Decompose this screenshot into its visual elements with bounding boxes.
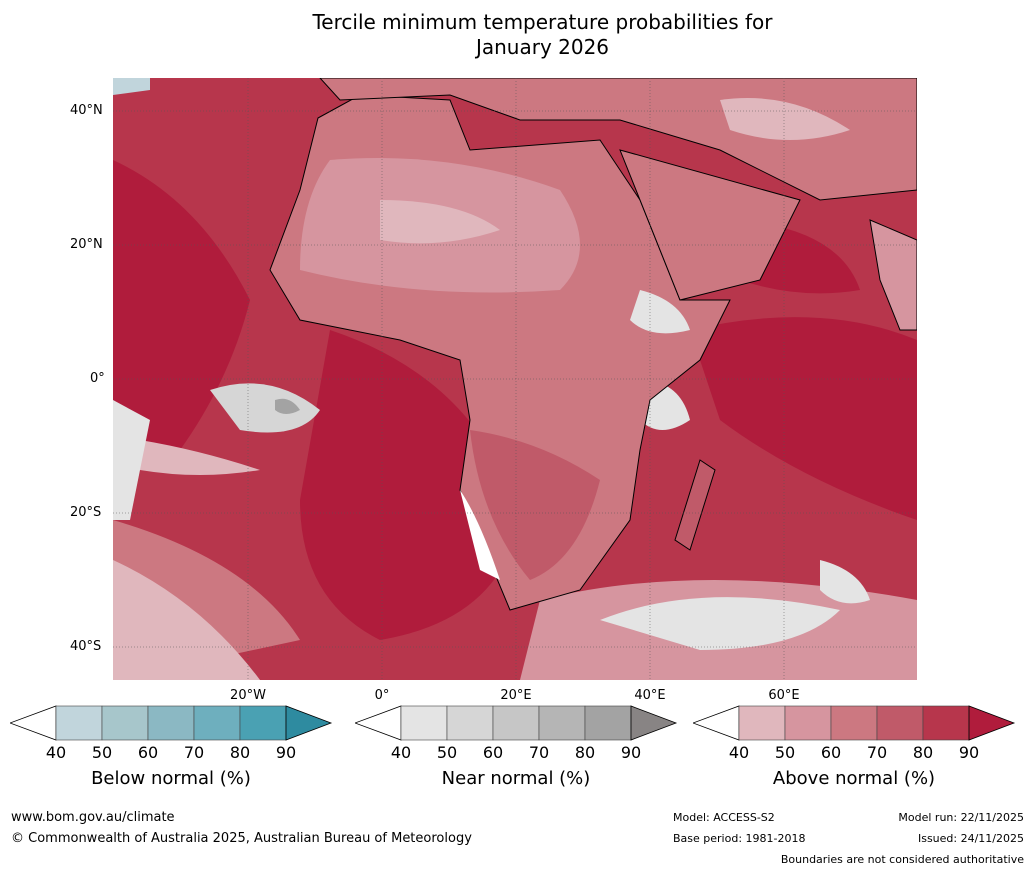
colorbar-tick: 90 bbox=[275, 743, 297, 762]
colorbar-tick: 40 bbox=[390, 743, 412, 762]
colorbar-segment bbox=[400, 705, 448, 741]
lat-label: 40°N bbox=[70, 103, 103, 118]
lat-label: 40°S bbox=[70, 639, 102, 654]
colorbar-tick: 70 bbox=[183, 743, 205, 762]
lon-label: 40°E bbox=[634, 688, 666, 703]
colorbar-tick: 90 bbox=[620, 743, 642, 762]
ocean-shading bbox=[113, 78, 917, 680]
colorbar-segment bbox=[538, 705, 586, 741]
base-period: Base period: 1981-2018 bbox=[673, 832, 806, 845]
colorbar-tick: 80 bbox=[229, 743, 251, 762]
colorbar-segment bbox=[784, 705, 832, 741]
probability-map bbox=[113, 78, 917, 680]
lon-label: 0° bbox=[374, 688, 390, 703]
colorbar-segment bbox=[147, 705, 195, 741]
below-normal-colorbar bbox=[10, 705, 333, 741]
below-normal-label: Below normal (%) bbox=[91, 768, 251, 789]
colorbar-tick: 90 bbox=[958, 743, 980, 762]
colorbar-over-arrow bbox=[968, 705, 1016, 741]
colorbar-segment bbox=[193, 705, 241, 741]
colorbar-under-arrow bbox=[355, 705, 402, 741]
model-info: Model: ACCESS-S2 bbox=[673, 811, 775, 824]
colorbar-segment bbox=[239, 705, 287, 741]
model-run: Model run: 22/11/2025 bbox=[898, 811, 1024, 824]
lat-label: 0° bbox=[90, 371, 105, 386]
lat-label: 20°N bbox=[70, 237, 103, 252]
disclaimer: Boundaries are not considered authoritat… bbox=[780, 853, 1024, 866]
colorbar-tick: 60 bbox=[137, 743, 159, 762]
land-shading bbox=[269, 78, 917, 611]
website-link[interactable]: www.bom.gov.au/climate bbox=[11, 810, 175, 825]
colorbar-tick: 50 bbox=[436, 743, 458, 762]
colorbar-under-arrow bbox=[10, 705, 57, 741]
colorbar-segment bbox=[584, 705, 632, 741]
near-normal-colorbar bbox=[355, 705, 678, 741]
graticule bbox=[113, 78, 917, 680]
title-line-1: Tercile minimum temperature probabilitie… bbox=[312, 10, 773, 34]
colorbar-under-arrow bbox=[693, 705, 740, 741]
colorbar-segment bbox=[830, 705, 878, 741]
colorbar-segment bbox=[738, 705, 786, 741]
colorbar-segment bbox=[446, 705, 494, 741]
colorbar-tick: 40 bbox=[728, 743, 750, 762]
near-normal-label: Near normal (%) bbox=[441, 768, 591, 789]
issued-date: Issued: 24/11/2025 bbox=[917, 832, 1024, 845]
colorbar-tick: 50 bbox=[774, 743, 796, 762]
colorbar-segment bbox=[876, 705, 924, 741]
colorbar-tick: 50 bbox=[91, 743, 113, 762]
colorbar-segment bbox=[55, 705, 103, 741]
colorbar-tick: 60 bbox=[820, 743, 842, 762]
colorbar-segment bbox=[101, 705, 149, 741]
colorbar-segment bbox=[922, 705, 970, 741]
colorbar-tick: 80 bbox=[912, 743, 934, 762]
above-normal-label: Above normal (%) bbox=[772, 768, 936, 789]
colorbar-over-arrow bbox=[285, 705, 333, 741]
lon-label: 20°W bbox=[230, 688, 266, 703]
above-normal-colorbar bbox=[693, 705, 1016, 741]
lon-label: 20°E bbox=[500, 688, 532, 703]
colorbar-tick: 60 bbox=[482, 743, 504, 762]
colorbar-over-arrow bbox=[630, 705, 678, 741]
colorbar-tick: 80 bbox=[574, 743, 596, 762]
lat-label: 20°S bbox=[70, 505, 102, 520]
copyright: © Commonwealth of Australia 2025, Austra… bbox=[11, 831, 472, 846]
figure-title: Tercile minimum temperature probabilitie… bbox=[0, 10, 1035, 60]
colorbar-tick: 70 bbox=[866, 743, 888, 762]
colorbar-segment bbox=[492, 705, 540, 741]
colorbar-tick: 40 bbox=[45, 743, 67, 762]
colorbar-tick: 70 bbox=[528, 743, 550, 762]
lon-label: 60°E bbox=[768, 688, 800, 703]
title-line-2: January 2026 bbox=[475, 35, 610, 59]
